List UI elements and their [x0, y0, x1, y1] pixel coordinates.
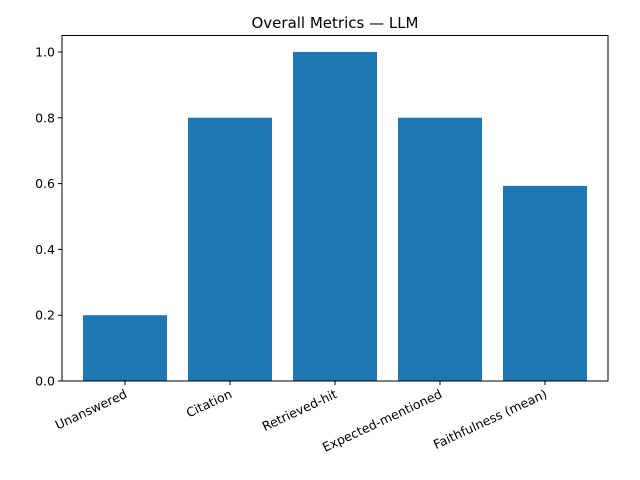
bar-citation — [188, 117, 272, 381]
y-tick-label: 0.4 — [35, 242, 55, 257]
bar-retrieved-hit — [293, 51, 377, 381]
y-tick-label: 1.0 — [35, 44, 55, 59]
y-tick-label: 0.6 — [35, 176, 55, 191]
bars-group — [83, 51, 587, 381]
bar-faithfulness-mean — [503, 185, 587, 381]
bar-expected-mentioned — [398, 117, 482, 381]
chart-title: Overall Metrics — LLM — [251, 14, 418, 32]
plot-frame — [61, 35, 609, 382]
y-tick-label: 0.8 — [35, 110, 55, 125]
y-axis: 0.0 0.2 0.4 0.6 0.8 1.0 — [35, 44, 62, 389]
y-tick-label: 0.0 — [35, 374, 55, 389]
y-tick-label: 0.2 — [35, 308, 55, 323]
bar-unanswered — [83, 315, 167, 381]
